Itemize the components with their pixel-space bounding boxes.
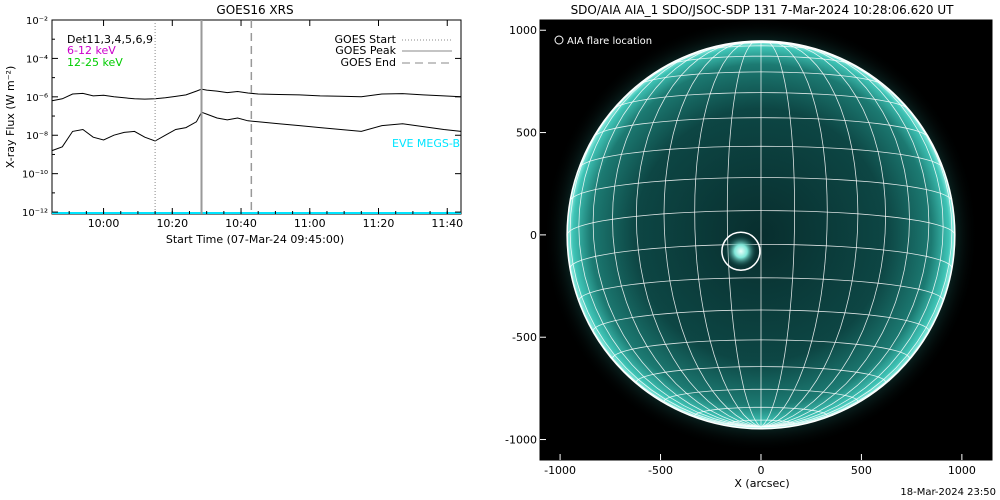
longitude-line (760, 41, 887, 428)
longitude-line (760, 41, 930, 428)
xrs-x-tick-label: 11:00 (294, 217, 326, 230)
xrs-event-lines (154, 20, 253, 214)
longitude-line (635, 41, 762, 428)
longitude-line (612, 41, 762, 428)
longitude-line (760, 41, 859, 428)
aia-x-tick-label: 1000 (948, 464, 976, 477)
xrs-xlabel: Start Time (07-Mar-24 09:45:00) (166, 233, 344, 246)
aia-y-ticks: 1000 500 0 -500 -1000 (505, 24, 546, 447)
xrs-series-0 (51, 88, 462, 102)
xrs-series-1 (51, 111, 462, 152)
longitude-line (760, 41, 796, 428)
detector-label: Det11,3,4,5,6,9 (67, 33, 153, 46)
xrs-y-tick-label: 10⁻¹⁰ (22, 170, 48, 181)
legend-flare-text: AIA flare location (567, 36, 652, 47)
aia-y-tick-label: 500 (516, 127, 537, 140)
aia-frame (539, 19, 993, 461)
legend-goes-start: GOES Start (335, 33, 397, 46)
aia-x-tick-label: 0 (757, 464, 764, 477)
flare-glow (724, 235, 757, 268)
legend-goes-peak: GOES Peak (335, 44, 396, 57)
goes-xrs-plot: GOES16 XRS 10:00 10:20 10:40 11:00 11:20 11:4… (4, 3, 463, 246)
longitude-line (694, 41, 762, 428)
aia-x-ticks: -1000 -500 0 500 1000 (544, 454, 976, 477)
aia-legend: AIA flare location (554, 35, 652, 47)
flare-location-marker (721, 231, 761, 272)
xrs-title: GOES16 XRS (216, 3, 293, 17)
xrs-y-tick-label: 10⁻⁶ (26, 93, 48, 104)
longitude-line (760, 41, 910, 428)
xrs-x-tick-label: 11:40 (431, 217, 463, 230)
band-low-label: 6-12 keV (67, 44, 116, 57)
aia-x-tick-label: 500 (851, 464, 872, 477)
aia-y-tick-label: 0 (530, 229, 537, 242)
aia-image-plot: SDO/AIA AIA_1 SDO/JSOC-SDP 131 7-Mar-202… (505, 3, 993, 490)
aia-xlabel: X (arcsec) (734, 477, 789, 490)
xrs-series-group (51, 88, 462, 214)
aia-title: SDO/AIA AIA_1 SDO/JSOC-SDP 131 7-Mar-202… (571, 3, 955, 17)
legend-goes-end: GOES End (340, 56, 396, 69)
xrs-y-ticks: 10⁻² 10⁻⁴ 10⁻⁶ 10⁻⁸ 10⁻¹⁰ 10⁻¹² (22, 16, 461, 219)
xrs-y-tick-label: 10⁻² (26, 16, 48, 27)
longitude-line (592, 41, 762, 428)
xrs-ylabel: X-ray Flux (W m⁻²) (4, 66, 17, 168)
longitude-line (726, 41, 762, 428)
xrs-y-tick-label: 10⁻¹² (22, 208, 48, 219)
xrs-x-tick-label: 10:40 (225, 217, 257, 230)
eve-label: EVE MEGS-B (392, 137, 460, 150)
footer-timestamp: 18-Mar-2024 23:50 (900, 487, 996, 498)
aia-y-tick-label: -500 (512, 331, 537, 344)
xrs-legend: GOES Start GOES Peak GOES End (335, 33, 452, 69)
aia-y-tick-label: -1000 (505, 434, 537, 447)
xrs-x-ticks: 10:00 10:20 10:40 11:00 11:20 11:40 (68, 20, 463, 230)
legend-flare-icon (554, 35, 564, 45)
xrs-x-tick-label: 11:20 (363, 217, 395, 230)
solar-limb (566, 40, 956, 430)
aia-x-tick-label: -1000 (544, 464, 576, 477)
longitude-line (760, 41, 828, 428)
xrs-y-tick-label: 10⁻⁴ (26, 54, 48, 65)
xrs-y-tick-label: 10⁻⁸ (26, 131, 48, 142)
band-high-label: 12-25 keV (67, 56, 123, 69)
xrs-x-tick-label: 10:00 (88, 217, 120, 230)
aia-x-tick-label: -500 (648, 464, 673, 477)
aia-y-tick-label: 1000 (509, 24, 537, 37)
longitude-line (663, 41, 762, 428)
xrs-x-tick-label: 10:20 (156, 217, 188, 230)
